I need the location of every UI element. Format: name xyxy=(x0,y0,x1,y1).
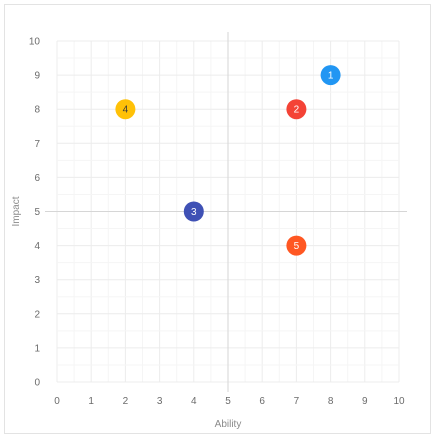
x-tick-label: 0 xyxy=(54,396,60,407)
data-point-marker[interactable] xyxy=(286,235,307,256)
data-point-3[interactable]: 3 xyxy=(183,201,204,222)
data-point-4[interactable]: 4 xyxy=(115,99,136,120)
y-tick-label: 2 xyxy=(34,309,40,320)
x-tick-label: 4 xyxy=(191,396,197,407)
y-tick-label: 10 xyxy=(29,37,41,48)
data-point-marker[interactable] xyxy=(183,201,204,222)
x-axis-title: Ability xyxy=(215,419,242,430)
data-point-label: 1 xyxy=(328,71,334,82)
y-tick-label: 4 xyxy=(34,241,40,252)
data-point-marker[interactable] xyxy=(115,99,136,120)
data-point-label: 5 xyxy=(294,241,300,252)
x-tick-label: 1 xyxy=(88,396,94,407)
x-tick-label: 5 xyxy=(225,396,231,407)
x-tick-label: 2 xyxy=(123,396,129,407)
y-axis-title: Impact xyxy=(11,196,22,226)
x-tick-label: 8 xyxy=(328,396,334,407)
x-tick-label: 3 xyxy=(157,396,163,407)
y-tick-label: 6 xyxy=(34,173,40,184)
y-tick-label: 5 xyxy=(34,207,40,218)
data-point-label: 4 xyxy=(123,105,129,116)
data-point-label: 2 xyxy=(294,105,300,116)
chart-frame xyxy=(4,4,431,434)
x-tick-label: 6 xyxy=(259,396,265,407)
data-point-2[interactable]: 2 xyxy=(286,99,307,120)
data-point-5[interactable]: 5 xyxy=(286,235,307,256)
y-tick-label: 7 xyxy=(34,139,40,150)
x-tick-label: 9 xyxy=(362,396,368,407)
data-point-marker[interactable] xyxy=(320,65,341,86)
y-tick-label: 3 xyxy=(34,275,40,286)
y-tick-label: 0 xyxy=(34,378,40,389)
x-tick-label: 10 xyxy=(393,396,405,407)
data-points: 1 2 3 4 5 xyxy=(115,65,341,256)
y-tick-label: 9 xyxy=(34,71,40,82)
y-tick-label: 1 xyxy=(34,343,40,354)
reference-lines xyxy=(45,32,407,392)
x-tick-label: 7 xyxy=(294,396,300,407)
y-tick-label: 8 xyxy=(34,105,40,116)
data-point-marker[interactable] xyxy=(286,99,307,120)
tick-labels: 0 1 2 3 4 5 6 7 8 9 10 0 1 2 3 4 5 6 7 8 9 10 xyxy=(29,37,405,408)
data-point-label: 3 xyxy=(191,207,197,218)
data-point-1[interactable]: 1 xyxy=(320,65,341,86)
